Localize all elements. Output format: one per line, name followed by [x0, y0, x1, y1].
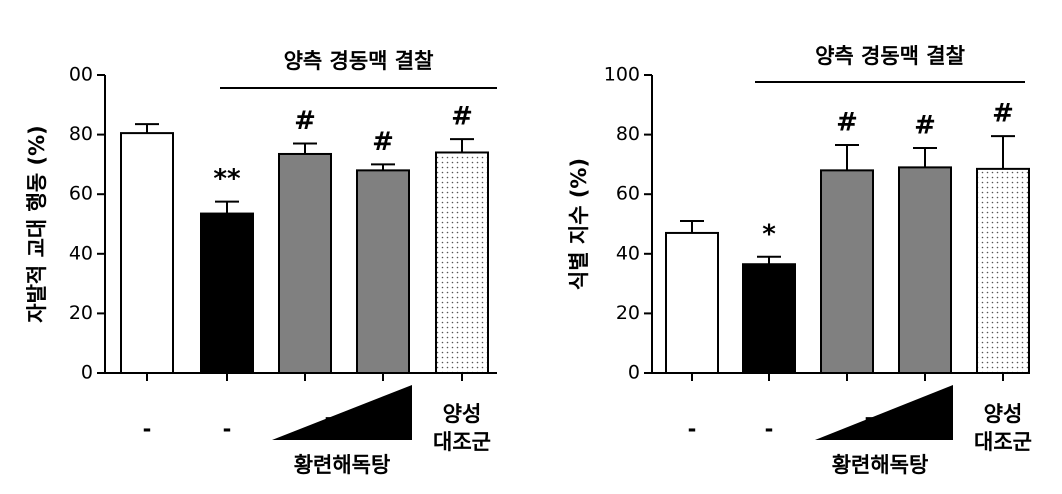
bar: [742, 263, 796, 375]
bar: [820, 169, 874, 374]
annotation: **: [213, 164, 241, 194]
y-tick-label: 40: [616, 242, 640, 264]
y-axis-label: 자발적 교대 행동 (%): [25, 125, 49, 322]
bar: [200, 212, 254, 374]
x-tick-label: -: [143, 417, 152, 441]
y-tick-label: 0: [81, 362, 93, 384]
bar: [976, 167, 1030, 374]
x-tick-label: -: [223, 417, 232, 441]
bracket-label: 양측 경동맥 결찰: [815, 44, 965, 68]
dose-triangle: [815, 385, 953, 440]
bar: [356, 169, 410, 374]
y-tick-label: 80: [616, 123, 640, 145]
annotation: #: [372, 127, 394, 157]
y-tick-label: 100: [604, 64, 640, 86]
bar: [665, 231, 719, 374]
annotation: *: [762, 219, 776, 249]
annotation: #: [294, 106, 316, 136]
x-tick-label: 대조군: [433, 430, 491, 454]
y-tick-label: 0: [628, 362, 640, 384]
y-tick-label: 20: [69, 302, 93, 324]
bar: [120, 132, 174, 374]
annotation: #: [836, 108, 858, 138]
x-tick-label: 대조군: [974, 430, 1032, 454]
y-axis-label: 식별 지수 (%): [567, 158, 591, 290]
annotation: #: [992, 99, 1014, 129]
bracket-label: 양측 경동맥 결찰: [284, 49, 434, 73]
x-tick-label: -: [765, 417, 774, 441]
annotation: #: [451, 102, 473, 132]
y-tick-label: 80: [69, 123, 93, 145]
bar: [898, 166, 952, 374]
y-tick-label: 40: [69, 242, 93, 264]
y-tick-label: 00: [69, 64, 93, 86]
dose-triangle: [272, 385, 412, 440]
group-label: 황련해독탕: [294, 453, 391, 477]
x-tick-label: -: [688, 417, 697, 441]
y-tick-label: 60: [69, 183, 93, 205]
x-tick-label: 양성: [443, 402, 482, 426]
bar: [278, 152, 332, 374]
dose-label: 투여 농도: [323, 415, 408, 439]
x-tick-label: 양성: [984, 402, 1023, 426]
bar: [435, 151, 489, 374]
group-label: 황련해독탕: [832, 453, 929, 477]
y-tick-label: 60: [616, 183, 640, 205]
dose-label: 투여 농도: [863, 415, 948, 439]
annotation: #: [914, 111, 936, 141]
y-tick-label: 20: [616, 302, 640, 324]
